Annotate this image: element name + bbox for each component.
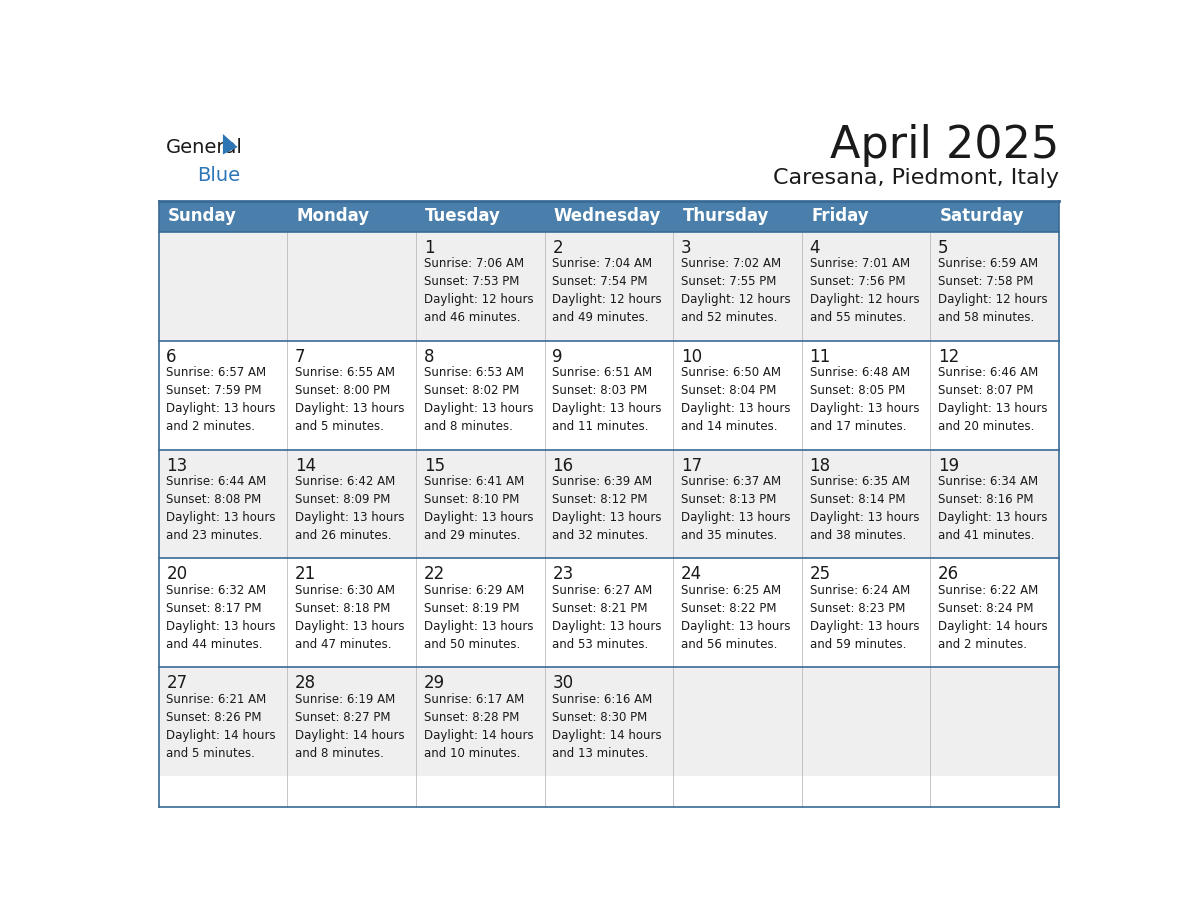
- Text: 4: 4: [809, 239, 820, 257]
- Text: Sunrise: 6:59 AM
Sunset: 7:58 PM
Daylight: 12 hours
and 58 minutes.: Sunrise: 6:59 AM Sunset: 7:58 PM Dayligh…: [939, 257, 1048, 324]
- Text: 24: 24: [681, 565, 702, 583]
- Text: 27: 27: [166, 674, 188, 692]
- Text: Wednesday: Wednesday: [554, 207, 662, 226]
- Text: 11: 11: [809, 348, 830, 365]
- Text: 25: 25: [809, 565, 830, 583]
- Text: Sunrise: 7:04 AM
Sunset: 7:54 PM
Daylight: 12 hours
and 49 minutes.: Sunrise: 7:04 AM Sunset: 7:54 PM Dayligh…: [552, 257, 662, 324]
- Text: 7: 7: [295, 348, 305, 365]
- Text: Sunrise: 6:42 AM
Sunset: 8:09 PM
Daylight: 13 hours
and 26 minutes.: Sunrise: 6:42 AM Sunset: 8:09 PM Dayligh…: [295, 475, 404, 542]
- Text: Sunrise: 6:44 AM
Sunset: 8:08 PM
Daylight: 13 hours
and 23 minutes.: Sunrise: 6:44 AM Sunset: 8:08 PM Dayligh…: [166, 475, 276, 542]
- Text: Sunrise: 6:55 AM
Sunset: 8:00 PM
Daylight: 13 hours
and 5 minutes.: Sunrise: 6:55 AM Sunset: 8:00 PM Dayligh…: [295, 366, 404, 433]
- Text: 19: 19: [939, 456, 960, 475]
- Text: Sunrise: 6:41 AM
Sunset: 8:10 PM
Daylight: 13 hours
and 29 minutes.: Sunrise: 6:41 AM Sunset: 8:10 PM Dayligh…: [424, 475, 533, 542]
- Text: Sunrise: 7:02 AM
Sunset: 7:55 PM
Daylight: 12 hours
and 52 minutes.: Sunrise: 7:02 AM Sunset: 7:55 PM Dayligh…: [681, 257, 790, 324]
- Text: Monday: Monday: [297, 207, 369, 226]
- Text: 3: 3: [681, 239, 691, 257]
- Text: Sunrise: 6:34 AM
Sunset: 8:16 PM
Daylight: 13 hours
and 41 minutes.: Sunrise: 6:34 AM Sunset: 8:16 PM Dayligh…: [939, 475, 1048, 542]
- Text: Sunrise: 6:32 AM
Sunset: 8:17 PM
Daylight: 13 hours
and 44 minutes.: Sunrise: 6:32 AM Sunset: 8:17 PM Dayligh…: [166, 584, 276, 651]
- Text: Sunrise: 6:29 AM
Sunset: 8:19 PM
Daylight: 13 hours
and 50 minutes.: Sunrise: 6:29 AM Sunset: 8:19 PM Dayligh…: [424, 584, 533, 651]
- Text: Sunrise: 6:37 AM
Sunset: 8:13 PM
Daylight: 13 hours
and 35 minutes.: Sunrise: 6:37 AM Sunset: 8:13 PM Dayligh…: [681, 475, 790, 542]
- Text: Sunrise: 6:22 AM
Sunset: 8:24 PM
Daylight: 14 hours
and 2 minutes.: Sunrise: 6:22 AM Sunset: 8:24 PM Dayligh…: [939, 584, 1048, 651]
- Text: Sunrise: 6:30 AM
Sunset: 8:18 PM
Daylight: 13 hours
and 47 minutes.: Sunrise: 6:30 AM Sunset: 8:18 PM Dayligh…: [295, 584, 404, 651]
- Text: Sunrise: 7:06 AM
Sunset: 7:53 PM
Daylight: 12 hours
and 46 minutes.: Sunrise: 7:06 AM Sunset: 7:53 PM Dayligh…: [424, 257, 533, 324]
- Text: Tuesday: Tuesday: [425, 207, 501, 226]
- Bar: [158, 232, 1060, 341]
- Text: 5: 5: [939, 239, 949, 257]
- Text: Sunrise: 7:01 AM
Sunset: 7:56 PM
Daylight: 12 hours
and 55 minutes.: Sunrise: 7:01 AM Sunset: 7:56 PM Dayligh…: [809, 257, 920, 324]
- Text: 10: 10: [681, 348, 702, 365]
- Text: 14: 14: [295, 456, 316, 475]
- Text: Sunrise: 6:46 AM
Sunset: 8:07 PM
Daylight: 13 hours
and 20 minutes.: Sunrise: 6:46 AM Sunset: 8:07 PM Dayligh…: [939, 366, 1048, 433]
- Text: Sunrise: 6:39 AM
Sunset: 8:12 PM
Daylight: 13 hours
and 32 minutes.: Sunrise: 6:39 AM Sunset: 8:12 PM Dayligh…: [552, 475, 662, 542]
- Text: Caresana, Piedmont, Italy: Caresana, Piedmont, Italy: [773, 168, 1060, 188]
- Polygon shape: [223, 134, 238, 154]
- Bar: [158, 558, 1060, 667]
- Text: 21: 21: [295, 565, 316, 583]
- Text: 13: 13: [166, 456, 188, 475]
- Text: 15: 15: [424, 456, 444, 475]
- Text: 26: 26: [939, 565, 960, 583]
- Text: Sunrise: 6:24 AM
Sunset: 8:23 PM
Daylight: 13 hours
and 59 minutes.: Sunrise: 6:24 AM Sunset: 8:23 PM Dayligh…: [809, 584, 920, 651]
- Text: 18: 18: [809, 456, 830, 475]
- Text: Sunrise: 6:21 AM
Sunset: 8:26 PM
Daylight: 14 hours
and 5 minutes.: Sunrise: 6:21 AM Sunset: 8:26 PM Dayligh…: [166, 693, 276, 760]
- Text: 2: 2: [552, 239, 563, 257]
- Text: 6: 6: [166, 348, 177, 365]
- Text: 9: 9: [552, 348, 563, 365]
- Text: Thursday: Thursday: [682, 207, 769, 226]
- Text: Friday: Friday: [811, 207, 868, 226]
- Text: April 2025: April 2025: [830, 124, 1060, 167]
- Bar: [158, 450, 1060, 558]
- Text: 28: 28: [295, 674, 316, 692]
- Text: Sunrise: 6:51 AM
Sunset: 8:03 PM
Daylight: 13 hours
and 11 minutes.: Sunrise: 6:51 AM Sunset: 8:03 PM Dayligh…: [552, 366, 662, 433]
- Text: Sunday: Sunday: [168, 207, 236, 226]
- Text: Sunrise: 6:17 AM
Sunset: 8:28 PM
Daylight: 14 hours
and 10 minutes.: Sunrise: 6:17 AM Sunset: 8:28 PM Dayligh…: [424, 693, 533, 760]
- Bar: [158, 201, 1060, 232]
- Text: Saturday: Saturday: [940, 207, 1024, 226]
- Text: 16: 16: [552, 456, 574, 475]
- Text: 29: 29: [424, 674, 444, 692]
- Text: 8: 8: [424, 348, 434, 365]
- Text: 20: 20: [166, 565, 188, 583]
- Text: Sunrise: 6:48 AM
Sunset: 8:05 PM
Daylight: 13 hours
and 17 minutes.: Sunrise: 6:48 AM Sunset: 8:05 PM Dayligh…: [809, 366, 920, 433]
- Text: 17: 17: [681, 456, 702, 475]
- Text: Sunrise: 6:35 AM
Sunset: 8:14 PM
Daylight: 13 hours
and 38 minutes.: Sunrise: 6:35 AM Sunset: 8:14 PM Dayligh…: [809, 475, 920, 542]
- Text: 23: 23: [552, 565, 574, 583]
- Text: Sunrise: 6:50 AM
Sunset: 8:04 PM
Daylight: 13 hours
and 14 minutes.: Sunrise: 6:50 AM Sunset: 8:04 PM Dayligh…: [681, 366, 790, 433]
- Text: General: General: [166, 138, 244, 157]
- Text: Sunrise: 6:57 AM
Sunset: 7:59 PM
Daylight: 13 hours
and 2 minutes.: Sunrise: 6:57 AM Sunset: 7:59 PM Dayligh…: [166, 366, 276, 433]
- Text: 1: 1: [424, 239, 435, 257]
- Text: 30: 30: [552, 674, 574, 692]
- Text: Sunrise: 6:53 AM
Sunset: 8:02 PM
Daylight: 13 hours
and 8 minutes.: Sunrise: 6:53 AM Sunset: 8:02 PM Dayligh…: [424, 366, 533, 433]
- Text: Blue: Blue: [197, 166, 240, 185]
- Text: Sunrise: 6:25 AM
Sunset: 8:22 PM
Daylight: 13 hours
and 56 minutes.: Sunrise: 6:25 AM Sunset: 8:22 PM Dayligh…: [681, 584, 790, 651]
- Text: 12: 12: [939, 348, 960, 365]
- Text: Sunrise: 6:27 AM
Sunset: 8:21 PM
Daylight: 13 hours
and 53 minutes.: Sunrise: 6:27 AM Sunset: 8:21 PM Dayligh…: [552, 584, 662, 651]
- Text: 22: 22: [424, 565, 444, 583]
- Text: Sunrise: 6:16 AM
Sunset: 8:30 PM
Daylight: 14 hours
and 13 minutes.: Sunrise: 6:16 AM Sunset: 8:30 PM Dayligh…: [552, 693, 662, 760]
- Bar: [158, 667, 1060, 777]
- Text: Sunrise: 6:19 AM
Sunset: 8:27 PM
Daylight: 14 hours
and 8 minutes.: Sunrise: 6:19 AM Sunset: 8:27 PM Dayligh…: [295, 693, 405, 760]
- Bar: [158, 341, 1060, 450]
